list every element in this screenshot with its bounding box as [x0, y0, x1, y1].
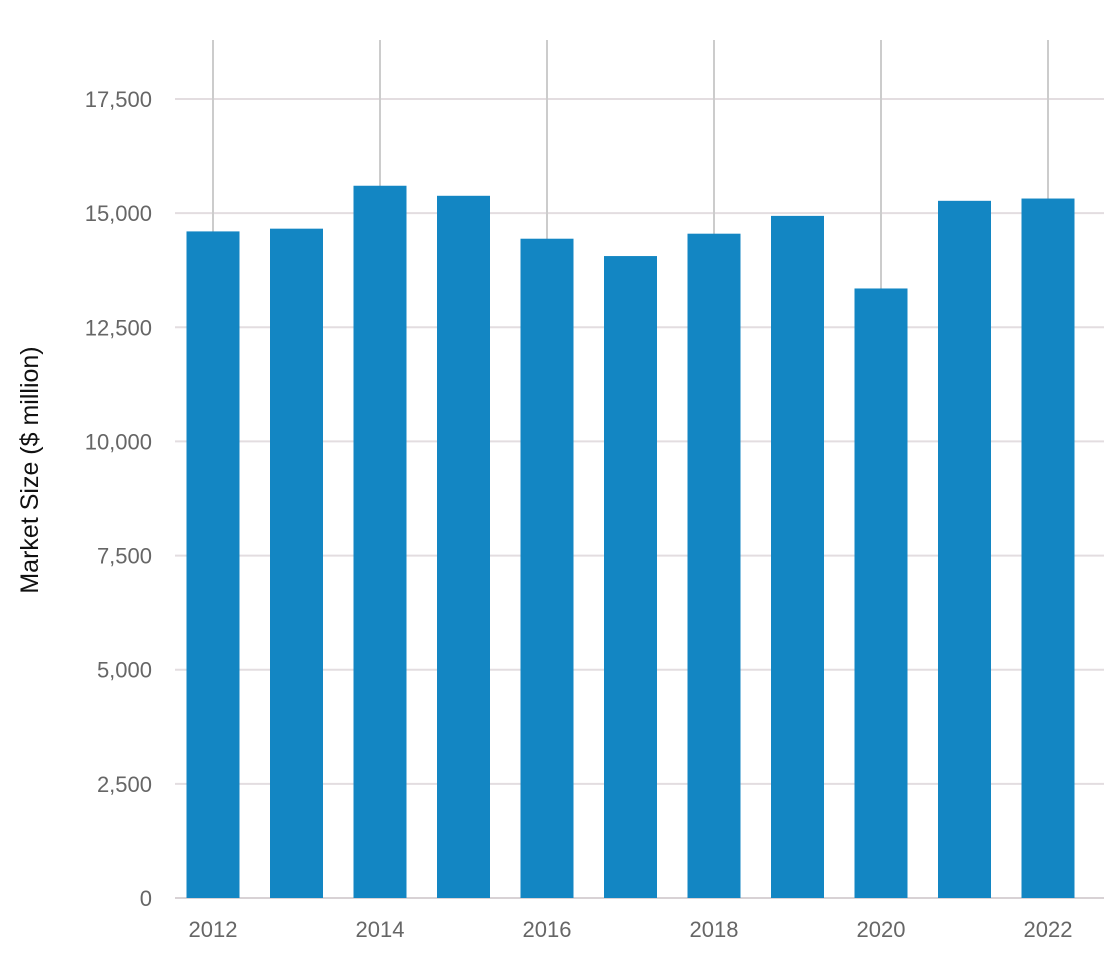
bar-2016 [520, 238, 574, 898]
x-tick-label: 2022 [1024, 917, 1073, 942]
bar-2018 [687, 233, 741, 898]
bar-2014 [353, 185, 407, 899]
bar-2017 [604, 256, 657, 899]
y-tick-label: 10,000 [85, 429, 152, 454]
y-axis-ticks: 0 2,500 5,000 7,500 10,000 12,500 15,000 17,500 [85, 87, 152, 911]
bar-2013 [270, 228, 323, 899]
y-tick-label: 5,000 [97, 658, 152, 683]
x-tick-label: 2014 [356, 917, 405, 942]
bar-2020 [854, 288, 908, 898]
bar-2019 [771, 215, 824, 899]
x-axis-ticks: 2012 2014 2016 2018 2020 2022 [189, 917, 1073, 942]
y-tick-label: 7,500 [97, 544, 152, 569]
x-tick-label: 2016 [523, 917, 572, 942]
bars [186, 185, 1075, 899]
y-tick-label: 12,500 [85, 315, 152, 340]
y-tick-label: 0 [140, 886, 152, 911]
x-tick-label: 2018 [690, 917, 739, 942]
bar-2015 [437, 195, 490, 898]
x-tick-label: 2012 [189, 917, 238, 942]
bar-2012 [186, 231, 240, 899]
y-tick-label: 15,000 [85, 201, 152, 226]
y-tick-label: 2,500 [97, 772, 152, 797]
x-tick-label: 2020 [857, 917, 906, 942]
bar-2022 [1021, 198, 1075, 898]
y-axis-label: Market Size ($ million) [16, 346, 44, 593]
y-tick-label: 17,500 [85, 87, 152, 112]
bar-2021 [938, 200, 991, 898]
